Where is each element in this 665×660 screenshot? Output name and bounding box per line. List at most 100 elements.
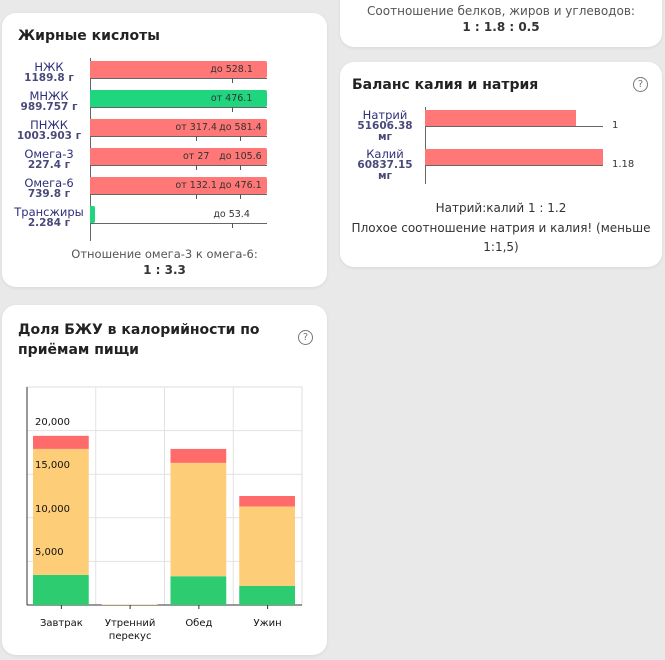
omega-ratio-label: Отношение омега-3 к омега-6:: [71, 247, 258, 261]
norm-marker: [231, 78, 233, 83]
na-k-bar: [425, 110, 577, 126]
macro-ratio-card: Соотношение белков, жиров и углеводов: 1…: [340, 0, 662, 47]
y-tick-label: 10,000: [35, 503, 70, 515]
stacked-bar-segment: [33, 574, 89, 605]
bar-baseline: [90, 194, 267, 195]
na-k-warning: Плохое соотношение натрия и калия! (мень…: [351, 221, 651, 254]
fatty-value: 1189.8 г: [24, 72, 74, 84]
fatty-bar: [90, 119, 267, 136]
fatty-bar: [90, 148, 267, 165]
fatty-value: 2.284 г: [27, 217, 71, 229]
bar-baseline: [90, 107, 267, 108]
bar-baseline: [425, 165, 603, 166]
bar-baseline: [90, 165, 267, 166]
stacked-bar-segment: [239, 506, 295, 586]
stacked-bar-segment: [33, 448, 89, 575]
na-k-ratio-value: 1: [612, 120, 619, 131]
norm-marker-label: от 132.1: [175, 180, 217, 191]
fatty-bar-row: от 27 до 105.6: [90, 148, 267, 170]
stacked-bar-segment: [170, 448, 227, 463]
na-k-unit: мг: [377, 170, 393, 182]
norm-marker-label: до 53.4: [213, 209, 250, 220]
x-tick-label-line: перекус: [108, 631, 152, 642]
na-k-name: Калий: [366, 147, 404, 161]
fatty-row-label: Трансжиры 2.284 г: [12, 205, 86, 229]
fatty-name: Омега-3: [24, 147, 74, 161]
fatty-bar-row: до 528.1: [90, 61, 267, 83]
fatty-bar: [90, 177, 267, 194]
fatty-name: МНЖК: [29, 89, 69, 103]
stacked-bar-segment: [239, 585, 295, 605]
na-k-row-label: Натрий 51606.38 мг: [345, 108, 425, 143]
x-tick-label: Обед: [164, 617, 234, 630]
help-icon[interactable]: ?: [633, 77, 648, 92]
na-k-ratio-value: 1.18: [612, 159, 635, 170]
na-k-row-label: Калий 60837.15 мг: [345, 147, 425, 182]
x-tick-label-line: Обед: [185, 618, 213, 629]
x-tick-label-line: Завтрак: [39, 618, 83, 629]
na-k-ratio: Натрий:калий 1 : 1.2: [435, 201, 567, 215]
norm-marker: [231, 107, 233, 112]
norm-marker-label: от 27: [182, 151, 210, 162]
norm-marker: [196, 194, 198, 199]
y-tick-label: 15,000: [35, 460, 70, 472]
fatty-bar-row: от 476.1: [90, 90, 267, 112]
fatty-name: НЖК: [34, 60, 64, 74]
stacked-bar-segment: [33, 435, 89, 449]
bar-baseline: [90, 78, 267, 79]
fatty-acids-title: Жирные кислоты: [18, 28, 160, 44]
norm-marker: [240, 165, 242, 170]
fatty-bar-row: до 53.4: [90, 206, 267, 228]
fatty-value: 989.757 г: [20, 101, 78, 113]
fatty-name: ПНЖК: [30, 118, 68, 132]
na-k-bar: [425, 149, 603, 165]
fatty-bar-row: от 317.4 до 581.4: [90, 119, 267, 141]
fatty-bar-row: от 132.1 до 476.1: [90, 177, 267, 199]
macro-ratio-label: Соотношение белков, жиров и углеводов:: [367, 4, 635, 18]
fatty-row-label: Омега-6 739.8 г: [12, 176, 86, 200]
meals-chart-title: Доля БЖУ в калорийности по приёмам пищи: [18, 322, 260, 358]
na-k-name: Натрий: [362, 108, 408, 122]
na-k-unit: мг: [377, 131, 393, 143]
norm-marker-label: до 105.6: [219, 151, 262, 162]
norm-marker: [196, 136, 198, 141]
fatty-name: Омега-6: [24, 176, 74, 190]
x-tick-label: Ужин: [233, 617, 303, 630]
help-icon[interactable]: ?: [298, 330, 313, 345]
na-k-value: 60837.15: [357, 159, 413, 171]
na-k-value: 51606.38: [357, 120, 413, 132]
norm-marker-label: до 528.1: [210, 64, 253, 75]
stacked-bar-segment: [170, 576, 227, 605]
fatty-row-label: МНЖК 989.757 г: [12, 89, 86, 113]
omega-ratio-value: 1 : 3.3: [143, 263, 186, 277]
na-k-axis: [425, 107, 426, 184]
bar-baseline: [425, 126, 603, 127]
x-tick-label-line: Утренний: [104, 618, 156, 629]
x-tick-label-line: Ужин: [253, 618, 282, 629]
norm-marker-label: до 581.4: [219, 122, 262, 133]
fatty-bar: [90, 90, 267, 107]
norm-marker: [231, 223, 233, 228]
x-tick-label: Утренний перекус: [95, 617, 165, 643]
fatty-row-label: Омега-3 227.4 г: [12, 147, 86, 171]
macro-ratio-value: 1 : 1.8 : 0.5: [462, 20, 540, 34]
norm-marker: [196, 165, 198, 170]
bar-baseline: [90, 223, 267, 224]
y-tick-label: 20,000: [35, 416, 70, 428]
fatty-acids-card: Жирные кислоты Отношение омега-3 к омега…: [2, 13, 327, 287]
stacked-bar-segment: [170, 462, 227, 577]
x-tick-label: Завтрак: [26, 617, 96, 630]
norm-marker-label: до 476.1: [219, 180, 262, 191]
fatty-value: 739.8 г: [27, 188, 71, 200]
fatty-bar: [90, 206, 96, 223]
fatty-value: 227.4 г: [27, 159, 71, 171]
potassium-sodium-title: Баланс калия и натрия: [352, 77, 539, 93]
norm-marker: [240, 194, 242, 199]
y-tick-label: 5,000: [35, 547, 64, 559]
fatty-row-label: ПНЖК 1003.903 г: [12, 118, 86, 142]
stacked-bar-segment: [101, 604, 158, 605]
fatty-name: Трансжиры: [14, 205, 84, 219]
norm-marker-label: от 317.4: [175, 122, 217, 133]
stacked-bar-segment: [239, 496, 295, 507]
